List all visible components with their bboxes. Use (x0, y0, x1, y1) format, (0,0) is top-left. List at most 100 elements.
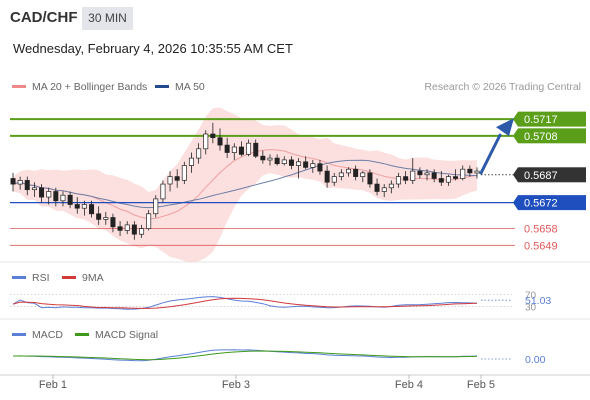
candle (203, 130, 209, 155)
legend-ma50-label: MA 50 (175, 81, 205, 93)
bollinger-band (13, 107, 477, 263)
bull-candle-body (281, 159, 287, 164)
price-tag-pivot-pointer-icon (513, 195, 518, 211)
price-label-support: 0.5658 (524, 224, 558, 236)
candle (331, 172, 337, 186)
candle (67, 191, 73, 209)
candle (367, 169, 373, 188)
rsi-tick-label: 30 (525, 303, 537, 314)
candle (424, 169, 430, 181)
candle (431, 169, 437, 183)
candle (453, 169, 459, 181)
bull-candle-body (410, 170, 416, 181)
bull-candle-body (46, 191, 52, 198)
x-tick-label: Feb 1 (39, 379, 67, 391)
bull-candle-body (231, 146, 237, 153)
candle (445, 174, 451, 186)
bull-candle-body (246, 142, 252, 155)
price-tag-resistance-text: 0.5717 (524, 114, 558, 126)
bear-candle-body (39, 187, 45, 198)
bull-candle-body (188, 157, 194, 166)
bull-candle-body (60, 194, 66, 202)
timeframe-badge[interactable]: 30 MIN (82, 7, 133, 30)
bear-candle-body (374, 183, 380, 192)
bull-candle-body (196, 148, 202, 159)
rsi-ma-swatch-icon (62, 275, 76, 279)
candle (274, 154, 280, 166)
candle (395, 172, 401, 188)
bull-candle-body (338, 172, 344, 177)
candle (167, 171, 173, 192)
rsi-swatch-icon (12, 275, 26, 279)
price-tag-resistance-text: 0.5708 (524, 131, 558, 143)
candle (267, 154, 273, 166)
price-tag-resistance: 0.5717 (513, 111, 586, 127)
candle (260, 150, 266, 164)
bear-candle-body (317, 163, 323, 172)
candle (288, 156, 294, 170)
candle (338, 169, 344, 181)
candle (89, 200, 95, 218)
bear-candle-body (67, 194, 73, 205)
candle (39, 184, 45, 203)
legend-macd-signal: MACD Signal (75, 329, 158, 341)
candle (438, 171, 444, 186)
macd-signal-line (13, 350, 478, 361)
bull-candle-body (296, 161, 302, 166)
candle (160, 180, 166, 203)
bull-candle-body (153, 198, 159, 215)
candle (410, 158, 416, 185)
price-tag-pivot-text: 0.5672 (524, 198, 558, 210)
bear-candle-body (253, 142, 259, 157)
candle (153, 195, 159, 218)
candle (224, 137, 230, 159)
x-tick-label: Feb 4 (395, 379, 423, 391)
pair-title: CAD/CHF (10, 9, 78, 26)
bear-candle-body (224, 144, 230, 153)
price-tag-pivot-bg (518, 195, 586, 211)
candle (139, 224, 145, 238)
bear-candle-body (238, 146, 244, 155)
bear-candle-body (96, 213, 102, 220)
bull-candle-body (310, 163, 316, 168)
legend-bollinger-label: MA 20 + Bollinger Bands (32, 81, 148, 93)
legend-rsi-label: RSI (32, 272, 50, 284)
bull-candle-body (103, 217, 109, 220)
bull-candle-body (81, 204, 87, 209)
bear-candle-body (303, 161, 309, 168)
bear-candle-body (324, 170, 330, 183)
candle (124, 221, 130, 235)
rsi-ma-line (12, 297, 478, 309)
legend-ma50: MA 50 (155, 81, 205, 93)
price-label-support: 0.5649 (524, 240, 558, 252)
bull-candle-body (17, 180, 23, 185)
bull-candle-body (346, 168, 352, 174)
candle (196, 143, 202, 164)
rsi-line (12, 296, 478, 310)
bull-candle-body (139, 228, 145, 235)
bear-candle-body (260, 155, 266, 161)
candle (417, 167, 423, 179)
bull-candle-body (181, 165, 187, 181)
candle (353, 165, 359, 181)
bull-candle-body (445, 176, 451, 183)
bear-candle-body (210, 133, 216, 139)
candle (188, 152, 194, 173)
bear-candle-body (217, 137, 223, 146)
bull-candle-body (124, 224, 130, 231)
ma50-swatch-icon (155, 84, 169, 88)
legend-macd: MACD (12, 329, 63, 341)
bull-candle-body (31, 187, 37, 191)
legend-rsi-ma: 9MA (62, 272, 104, 284)
bull-candle-body (360, 172, 366, 177)
candle (217, 128, 223, 151)
candle (281, 156, 287, 166)
legend-rsi: RSI (12, 272, 50, 284)
bear-candle-body (453, 176, 459, 179)
candle (303, 156, 309, 170)
candle (346, 167, 352, 177)
price-tag-resistance-bg (518, 128, 586, 144)
candle (96, 206, 102, 225)
bear-candle-body (110, 217, 116, 228)
ma50-line (12, 159, 478, 209)
